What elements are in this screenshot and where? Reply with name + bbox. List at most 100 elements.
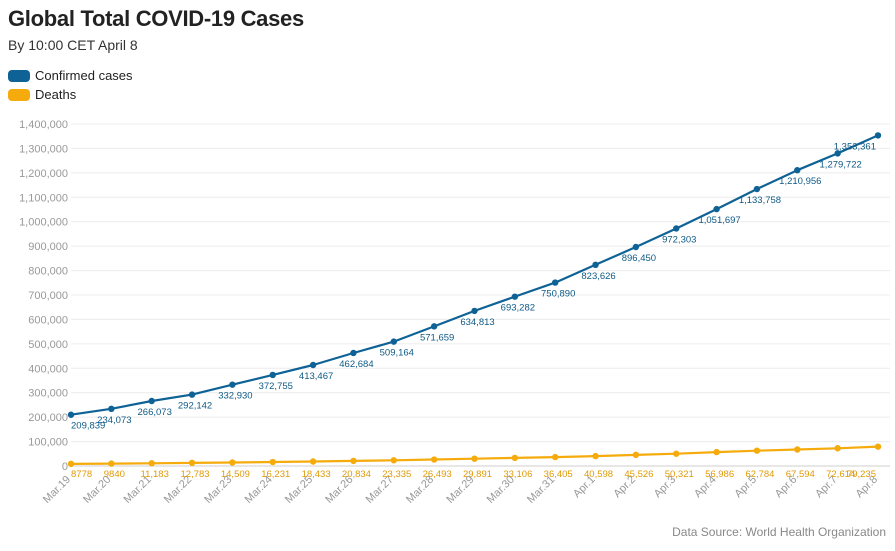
data-label: 36,405 — [544, 469, 573, 480]
data-point — [67, 460, 75, 468]
data-label: 462,684 — [339, 359, 373, 370]
data-label: 12,783 — [181, 469, 210, 480]
legend-label-deaths: Deaths — [35, 87, 77, 102]
data-label: 72,614 — [826, 469, 855, 480]
data-label: 571,659 — [420, 332, 454, 343]
data-point — [834, 150, 841, 157]
data-label: 372,755 — [259, 381, 293, 392]
data-point — [794, 166, 801, 174]
x-tick-label: Mar.19 — [41, 474, 73, 506]
data-label: 33,106 — [503, 469, 532, 480]
data-label: 1,133,758 — [739, 195, 781, 206]
y-tick-label: 600,000 — [28, 314, 68, 326]
data-point — [188, 459, 196, 467]
data-label: 332,930 — [218, 391, 252, 402]
data-point — [430, 456, 438, 463]
data-label: 9840 — [104, 469, 125, 480]
data-label: 896,450 — [622, 253, 656, 264]
data-label: 56,986 — [705, 469, 734, 480]
data-label: 750,890 — [541, 289, 575, 300]
data-label: 67,594 — [786, 469, 815, 480]
data-label: 18,433 — [302, 469, 331, 480]
data-label: 16,231 — [261, 469, 290, 480]
data-label: 1,353,361 — [834, 141, 876, 152]
data-label: 209,839 — [71, 421, 105, 432]
data-point — [592, 452, 599, 460]
y-tick-label: 1,300,000 — [19, 143, 68, 155]
data-point — [269, 458, 276, 466]
data-label: 266,073 — [138, 407, 172, 418]
data-point — [390, 338, 397, 345]
data-label: 693,282 — [501, 303, 535, 314]
data-point — [350, 457, 357, 465]
legend-label-confirmed: Confirmed cases — [35, 68, 133, 83]
y-tick-label: 800,000 — [28, 266, 68, 278]
data-point — [552, 279, 559, 286]
data-label: 14,509 — [221, 469, 250, 480]
data-point — [108, 405, 115, 413]
data-point — [229, 459, 236, 466]
data-label: 50,321 — [665, 469, 694, 480]
data-point — [471, 307, 478, 315]
data-label: 509,164 — [380, 348, 414, 359]
legend-item-confirmed[interactable]: Confirmed cases — [8, 66, 133, 85]
y-tick-label: 1,000,000 — [19, 217, 68, 229]
y-tick-label: 300,000 — [28, 388, 68, 400]
data-point — [874, 443, 882, 450]
y-tick-label: 900,000 — [28, 241, 68, 253]
data-label: 11,183 — [141, 469, 169, 480]
data-label: 292,142 — [178, 401, 212, 412]
data-point — [673, 450, 680, 457]
data-label: 45,526 — [624, 469, 653, 480]
data-point — [108, 460, 115, 467]
data-label: 1,210,956 — [779, 176, 821, 187]
y-tick-label: 1,200,000 — [19, 168, 68, 180]
data-point — [390, 457, 397, 464]
data-label: 634,813 — [460, 317, 494, 328]
legend-item-deaths[interactable]: Deaths — [8, 85, 133, 104]
data-point — [552, 453, 559, 461]
data-point — [713, 448, 720, 456]
legend-swatch-deaths — [8, 88, 30, 101]
y-tick-label: 400,000 — [28, 363, 68, 375]
data-label: 823,626 — [581, 271, 615, 282]
data-point — [592, 261, 599, 268]
data-point — [511, 454, 519, 462]
data-point — [874, 132, 882, 139]
data-point — [753, 185, 761, 193]
data-point — [188, 391, 196, 398]
data-label: 40,598 — [584, 469, 613, 480]
y-tick-label: 700,000 — [28, 290, 68, 302]
data-label: 79,235 — [847, 469, 876, 480]
data-point — [229, 381, 236, 388]
data-label: 413,467 — [299, 371, 333, 382]
y-tick-label: 0 — [62, 461, 68, 473]
data-point — [753, 447, 761, 454]
legend: Confirmed cases Deaths — [8, 66, 133, 104]
data-point — [511, 293, 519, 300]
data-point — [794, 446, 801, 453]
chart-subtitle: By 10:00 CET April 8 — [8, 37, 138, 53]
data-point — [673, 225, 680, 232]
data-label: 8778 — [71, 469, 92, 480]
data-label: 23,335 — [382, 469, 411, 480]
data-point — [309, 361, 317, 369]
data-point — [632, 243, 640, 251]
series-line-confirmed — [70, 134, 879, 416]
legend-swatch-confirmed — [8, 69, 30, 82]
data-point — [350, 349, 357, 357]
y-tick-label: 1,100,000 — [19, 192, 68, 204]
data-label: 26,493 — [423, 469, 452, 480]
y-tick-label: 200,000 — [28, 412, 68, 424]
data-point — [834, 445, 841, 452]
chart-title: Global Total COVID-19 Cases — [8, 6, 304, 31]
y-tick-label: 500,000 — [28, 339, 68, 351]
y-tick-label: 100,000 — [28, 437, 68, 449]
data-point — [430, 323, 438, 330]
data-point — [713, 205, 720, 213]
data-point — [148, 460, 155, 467]
data-label: 1,051,697 — [698, 215, 740, 226]
data-point — [269, 371, 276, 379]
data-label: 1,279,722 — [820, 159, 862, 170]
